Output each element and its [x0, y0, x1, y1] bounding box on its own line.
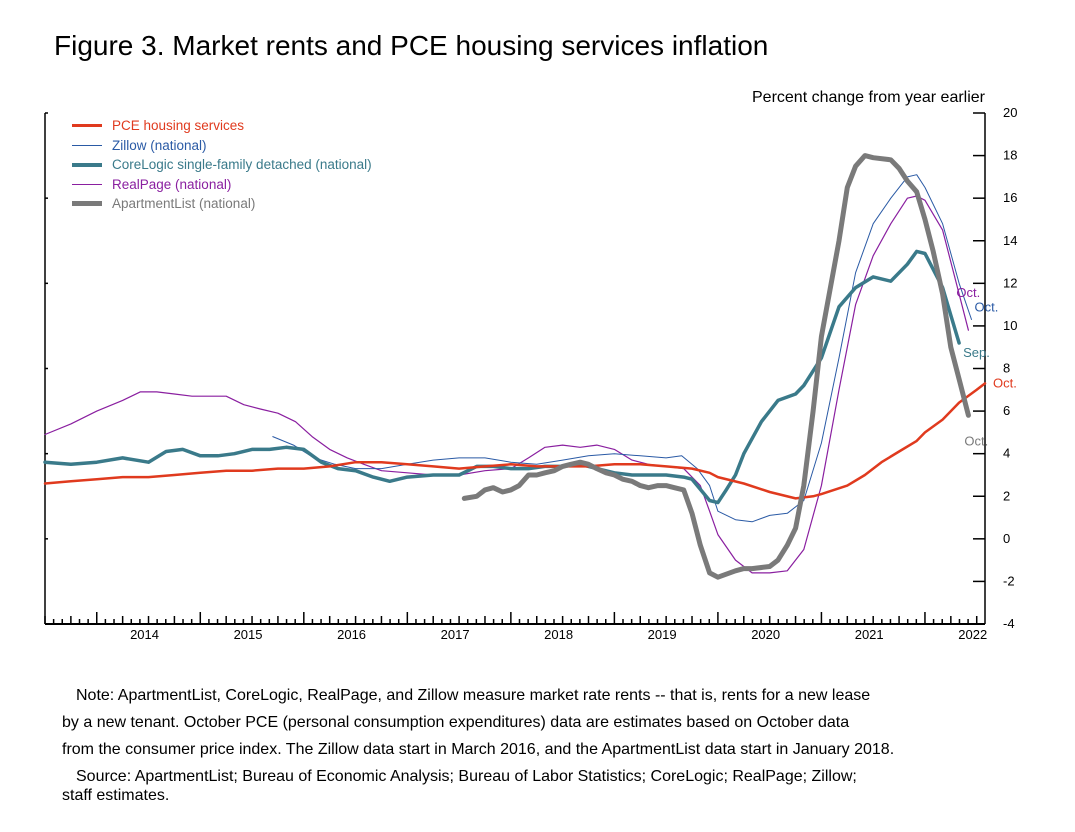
legend-swatch-corelogic [72, 162, 102, 167]
y-tick-label: 16 [1003, 190, 1017, 205]
legend-swatch-pce [72, 124, 102, 128]
x-tick-label: 2019 [648, 627, 677, 642]
x-tick-label: 2015 [234, 627, 263, 642]
legend-item-realpage: RealPage (national) [72, 175, 372, 195]
y-tick-label: 12 [1003, 275, 1017, 290]
corelogic-end-label: Sep. [963, 345, 990, 360]
legend-item-corelogic: CoreLogic single-family detached (nation… [72, 155, 372, 175]
x-tick-label: 2014 [130, 627, 159, 642]
legend-item-pce: PCE housing services [72, 116, 372, 136]
apartmentlist-end-label: Oct. [964, 433, 988, 448]
legend-swatch-realpage [72, 183, 102, 185]
legend-swatch-apartmentlist [72, 201, 102, 207]
note-line: from the consumer price index. The Zillo… [62, 741, 895, 758]
x-tick-label: 2016 [337, 627, 366, 642]
legend-label-pce: PCE housing services [112, 118, 245, 134]
apartmentlist-line [461, 153, 971, 580]
source-line: staff estimates. [62, 787, 170, 804]
realpage-end-label: Oct. [956, 285, 980, 300]
series-end-labels: Oct.Oct.Sep.Oct.Oct. [956, 285, 1016, 448]
source-line: Source: ApartmentList; Bureau of Economi… [76, 768, 857, 785]
y-tick-label: 4 [1003, 446, 1010, 461]
note-line: Note: ApartmentList, CoreLogic, RealPage… [76, 687, 871, 704]
pce-line [43, 382, 987, 500]
realpage-line [44, 195, 969, 574]
y-tick-label: 14 [1003, 233, 1017, 248]
x-tick-label: 2017 [441, 627, 470, 642]
note-line: by a new tenant. October PCE (personal c… [62, 714, 850, 731]
legend-swatch-zillow [72, 144, 102, 146]
zillow-end-label: Oct. [975, 300, 999, 315]
chart-legend: PCE housing services Zillow (national) C… [72, 116, 372, 214]
x-tick-label: 2022 [958, 627, 987, 642]
chart-series [43, 153, 987, 580]
legend-label-corelogic: CoreLogic single-family detached (nation… [112, 157, 372, 173]
y-tick-label: 20 [1003, 105, 1017, 120]
chart-axes: -4 -2 0 2 4 6 8 10 12 14 16 18 20 2014 2015 2016 2017 201… [44, 105, 1017, 642]
legend-label-realpage: RealPage (national) [112, 176, 232, 192]
y-tick-label: 2 [1003, 488, 1010, 503]
y-tick-label: 6 [1003, 403, 1010, 418]
y-axis-units-label: Percent change from year earlier [752, 89, 985, 106]
x-tick-label: 2021 [855, 627, 884, 642]
legend-item-apartmentlist: ApartmentList (national) [72, 194, 372, 214]
x-tick-label: 2018 [544, 627, 573, 642]
y-tick-label: 0 [1003, 531, 1010, 546]
x-tick-label: 2020 [751, 627, 780, 642]
chart-source: Source: ApartmentList; Bureau of Economi… [62, 763, 1052, 805]
legend-label-apartmentlist: ApartmentList (national) [112, 196, 256, 212]
y-tick-label: -4 [1003, 616, 1015, 631]
y-tick-label: 18 [1003, 148, 1017, 163]
y-tick-label: 8 [1003, 361, 1010, 376]
chart-notes: Note: ApartmentList, CoreLogic, RealPage… [62, 682, 1052, 805]
legend-label-zillow: Zillow (national) [112, 137, 207, 153]
y-tick-label: 10 [1003, 318, 1017, 333]
pce-end-label: Oct. [993, 375, 1017, 390]
legend-item-zillow: Zillow (national) [72, 136, 372, 156]
y-tick-label: -2 [1003, 573, 1015, 588]
chart-title: Figure 3. Market rents and PCE housing s… [54, 30, 769, 61]
